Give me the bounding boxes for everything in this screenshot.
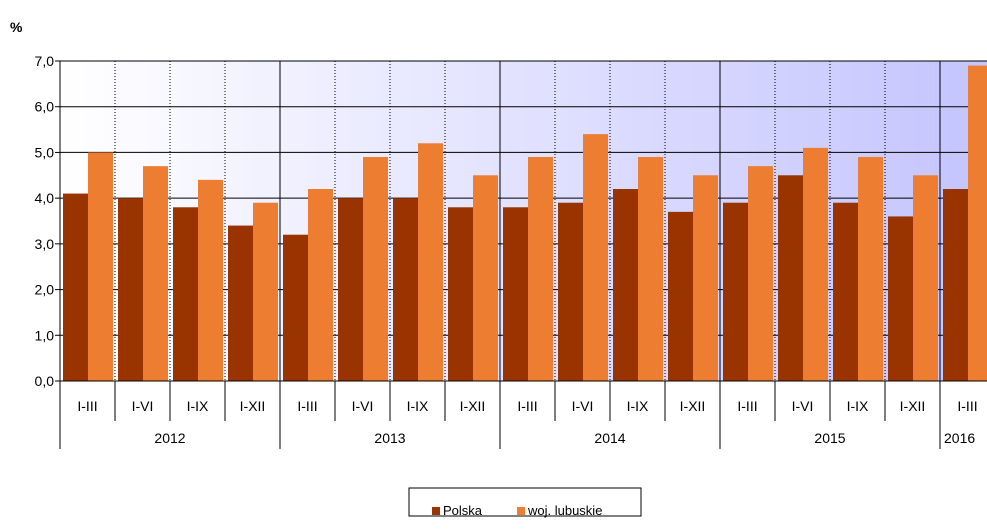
bar-woj-lubuskie [88, 152, 113, 381]
bar-polska [503, 207, 528, 381]
bar-woj-lubuskie [913, 175, 938, 381]
bar-woj-lubuskie [473, 175, 498, 381]
x-tick-label: I-XII [460, 398, 486, 414]
x-tick-label: I-XII [900, 398, 926, 414]
bar-polska [888, 216, 913, 381]
y-tick-label: 7,0 [35, 53, 55, 69]
x-tick-label: I-VI [352, 398, 374, 414]
bar-woj-lubuskie [803, 147, 828, 381]
x-tick-label: I-III [957, 398, 977, 414]
x-tick-label: I-XII [680, 398, 706, 414]
y-tick-label: 1,0 [35, 327, 55, 343]
bar-polska [668, 211, 693, 381]
x-tick-label: I-III [517, 398, 537, 414]
y-tick-label: 0,0 [35, 373, 55, 389]
bar-polska [338, 198, 363, 381]
y-tick-label: 2,0 [35, 282, 55, 298]
x-tick-label: I-III [297, 398, 317, 414]
bar-polska [228, 225, 253, 381]
x-tick-label: I-XII [240, 398, 266, 414]
bar-woj-lubuskie [308, 189, 333, 381]
y-tick-label: 4,0 [35, 190, 55, 206]
bar-woj-lubuskie [143, 166, 168, 381]
x-tick-label: I-IX [407, 398, 429, 414]
x-tick-label: I-IX [187, 398, 209, 414]
x-tick-label: I-VI [572, 398, 594, 414]
group-label: 2012 [154, 430, 185, 446]
bar-woj-lubuskie [858, 157, 883, 381]
bar-woj-lubuskie [418, 143, 443, 381]
legend-swatch-woj-lubuskie [517, 507, 525, 515]
legend-label-polska: Polska [443, 503, 483, 518]
group-label: 2015 [814, 430, 845, 446]
bar-polska [723, 202, 748, 381]
bar-polska [558, 202, 583, 381]
bar-woj-lubuskie [253, 202, 278, 381]
bar-polska [613, 189, 638, 381]
group-label: 2014 [594, 430, 625, 446]
x-tick-label: I-IX [847, 398, 869, 414]
y-tick-label: 5,0 [35, 144, 55, 160]
legend-label-woj-lubuskie: woj. lubuskie [527, 503, 602, 518]
bar-woj-lubuskie [968, 65, 987, 382]
x-tick-label: I-VI [132, 398, 154, 414]
bar-polska [393, 198, 418, 381]
bar-woj-lubuskie [528, 157, 553, 381]
bar-woj-lubuskie [638, 157, 663, 381]
x-tick-label: I-IX [627, 398, 649, 414]
x-tick-label: I-VI [792, 398, 814, 414]
bar-polska [943, 189, 968, 381]
bar-woj-lubuskie [198, 179, 223, 381]
y-tick-label: 6,0 [35, 99, 55, 115]
bar-polska [778, 175, 803, 381]
group-label: 2013 [374, 430, 405, 446]
bar-polska [833, 202, 858, 381]
bar-woj-lubuskie [583, 134, 608, 381]
bar-woj-lubuskie [748, 166, 773, 381]
y-unit-label: % [10, 19, 23, 35]
x-tick-label: I-III [737, 398, 757, 414]
legend: Polska woj. lubuskie [408, 487, 642, 518]
legend-swatch-polska [432, 507, 440, 515]
bar-polska [63, 193, 88, 381]
x-tick-label: I-III [77, 398, 97, 414]
bar-polska [173, 207, 198, 381]
bar-woj-lubuskie [363, 157, 388, 381]
bar-polska [118, 198, 143, 381]
y-tick-label: 3,0 [35, 236, 55, 252]
bar-woj-lubuskie [693, 175, 718, 381]
bar-polska [448, 207, 473, 381]
bar-polska [283, 234, 308, 381]
group-label: 2016 [944, 430, 975, 446]
